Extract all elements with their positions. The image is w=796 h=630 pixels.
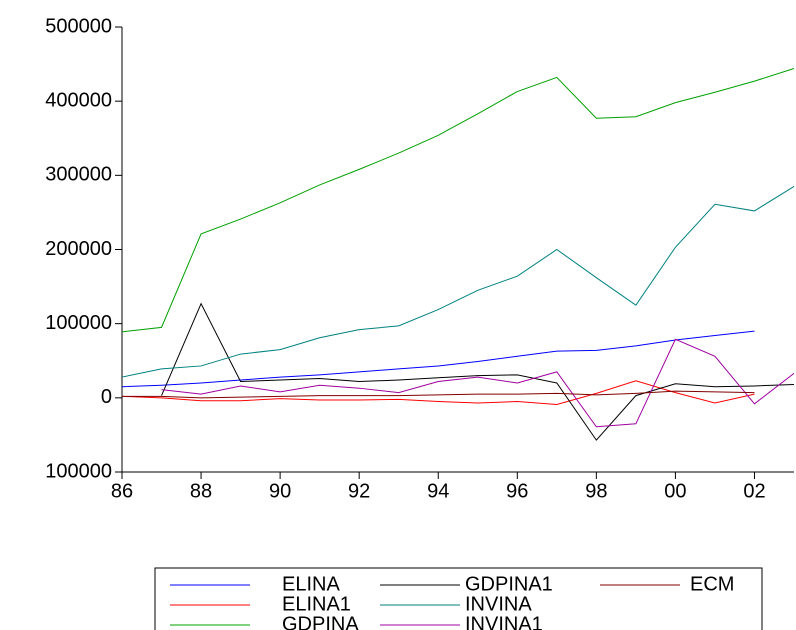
x-tick-label: 86	[111, 480, 133, 502]
x-tick-label: 88	[190, 480, 212, 502]
legend-box	[154, 567, 763, 630]
y-tick-label: 100000	[45, 312, 112, 334]
series-line	[121, 330, 755, 388]
x-tick-label: 92	[348, 480, 370, 502]
series-line	[161, 338, 795, 428]
series-line	[121, 380, 755, 406]
legend-label: INVINA	[465, 593, 532, 615]
legend-label: GDPINA	[282, 613, 359, 630]
y-tick-label: 200000	[45, 238, 112, 260]
x-tick-label: 98	[585, 480, 607, 502]
y-tick-label: 500000	[45, 15, 112, 37]
legend-label: INVINA1	[465, 613, 543, 630]
x-tick-label: 90	[269, 480, 291, 502]
legend-label: GDPINA1	[465, 573, 553, 595]
legend-label: ECM	[690, 573, 734, 595]
series-line	[161, 302, 795, 441]
legend-label: ELINA	[282, 573, 340, 595]
y-tick-label: 400000	[45, 89, 112, 111]
y-tick-label: 300000	[45, 164, 112, 186]
x-tick-label: 00	[664, 480, 686, 502]
series-line	[121, 186, 795, 378]
x-tick-label: 96	[506, 480, 528, 502]
series-line	[121, 68, 795, 333]
x-tick-label: 94	[427, 480, 449, 502]
x-tick-label: 02	[743, 480, 765, 502]
y-tick-label: 0	[101, 386, 112, 408]
series-line	[122, 390, 755, 399]
y-tick-label: 100000	[45, 460, 112, 482]
legend-label: ELINA1	[282, 593, 351, 615]
